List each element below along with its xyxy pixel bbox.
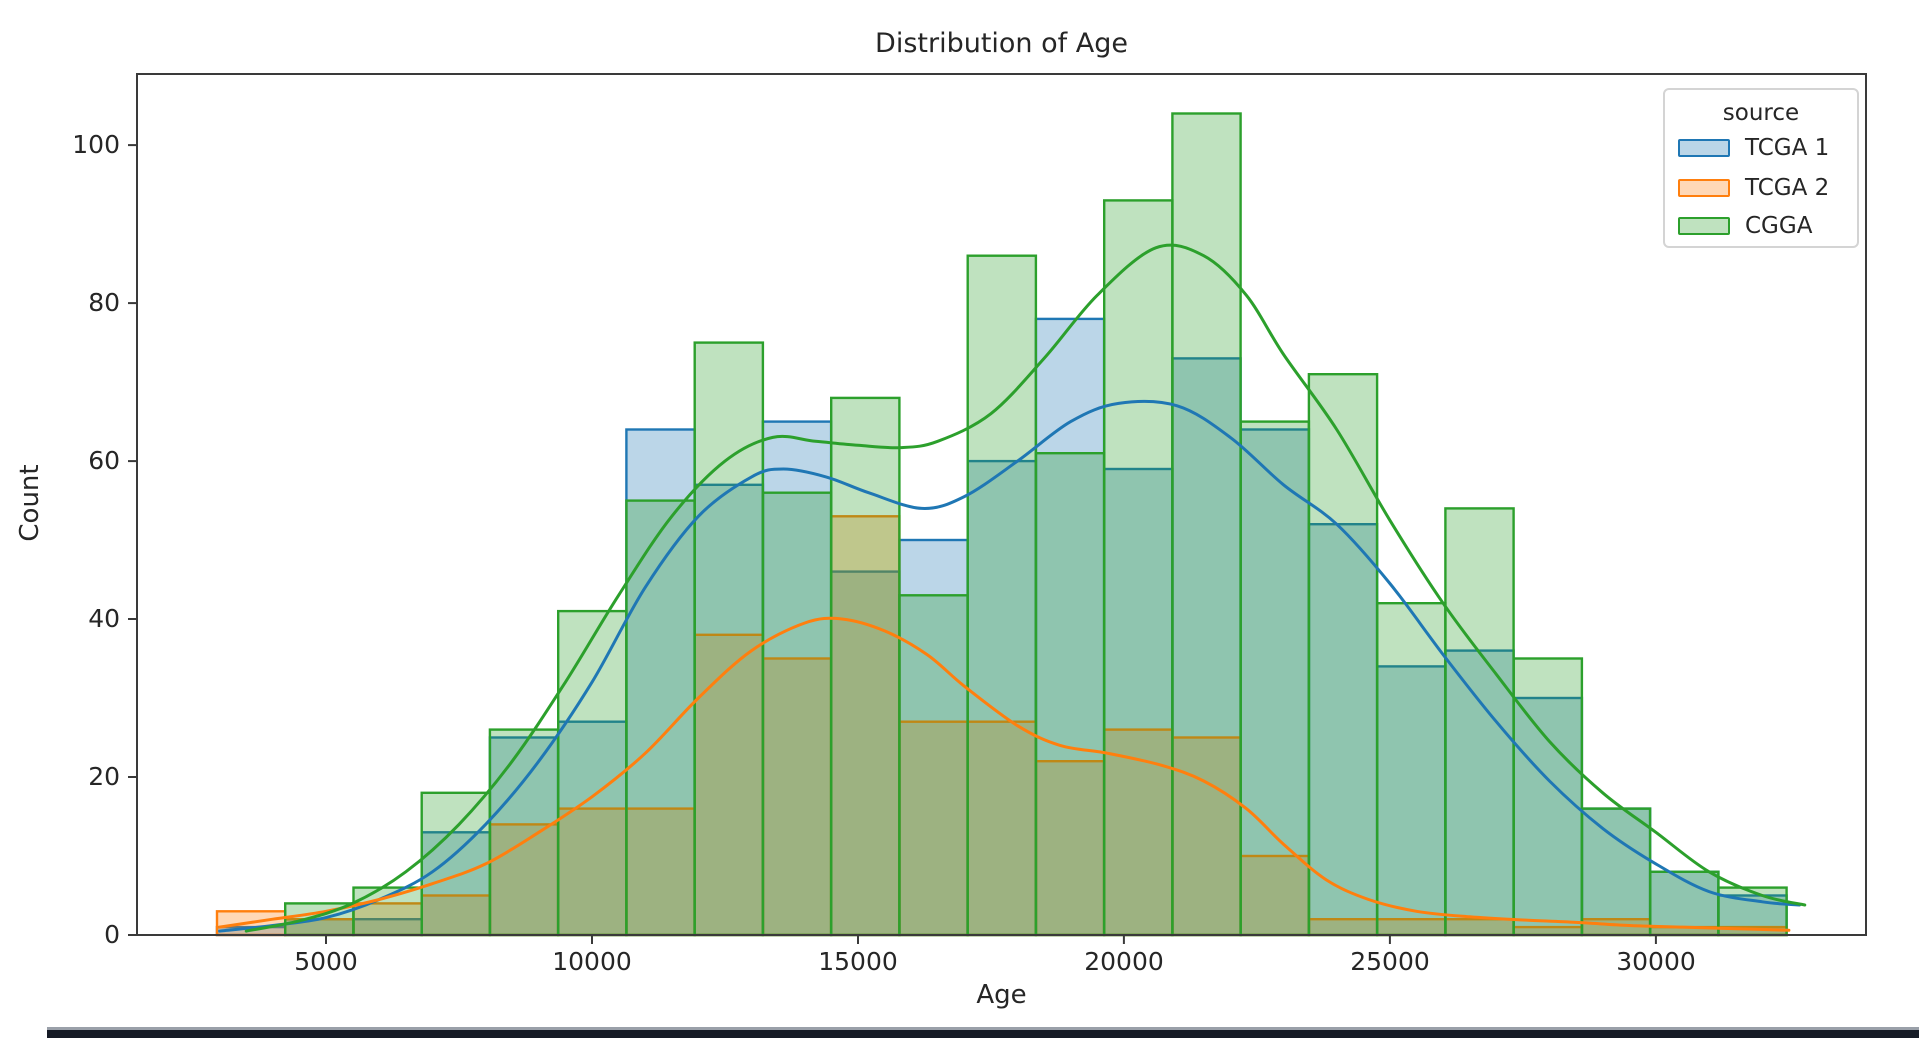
- x-tick-label: 20000: [1084, 947, 1164, 976]
- plot-border: [136, 73, 1867, 936]
- histogram-bar: [1102, 467, 1174, 937]
- histogram-bar: [557, 807, 628, 937]
- histogram-bars-cgga: [284, 112, 1788, 937]
- histogram-bars-tcga-1: [215, 317, 1788, 937]
- y-tick-label: 60: [88, 446, 120, 475]
- legend-swatch-tcga-2: [1678, 179, 1730, 197]
- legend-swatch-cgga: [1678, 217, 1730, 235]
- histogram-bar: [1034, 452, 1106, 937]
- histogram-bar: [488, 736, 560, 937]
- kde-curve-tcga-2: [218, 616, 1791, 932]
- histogram-bar: [693, 483, 765, 937]
- histogram-bar: [1512, 657, 1584, 937]
- x-tick-label: 25000: [1350, 947, 1430, 976]
- legend-label: TCGA 1: [1745, 135, 1830, 161]
- legend-swatch-tcga-1: [1678, 139, 1730, 157]
- histogram-bar: [1580, 807, 1652, 937]
- histogram-bar: [557, 609, 628, 937]
- histogram-bar: [1580, 807, 1652, 937]
- bottom-divider-bar: [47, 1027, 1919, 1038]
- chart-title: Distribution of Age: [875, 28, 1128, 59]
- histogram-bar: [693, 341, 765, 937]
- kde-curve-tcga-1: [218, 399, 1801, 933]
- legend-title: source: [1722, 100, 1800, 126]
- legend: source TCGA 1 TCGA 2 CGGA: [1663, 88, 1859, 248]
- histogram-bar: [1307, 373, 1379, 937]
- kde-curve-cgga: [244, 243, 1807, 933]
- y-tick-label: 40: [88, 604, 120, 633]
- histogram-bar: [1444, 507, 1515, 937]
- x-axis-label: Age: [976, 980, 1027, 1010]
- histogram-bar: [488, 728, 560, 937]
- legend-item-tcga-1: TCGA 1: [1678, 135, 1830, 161]
- histogram-bar: [1171, 112, 1242, 937]
- legend-label: CGGA: [1745, 213, 1813, 239]
- histogram-bar: [898, 594, 969, 937]
- histogram-bar: [1102, 199, 1174, 937]
- x-tick-label: 10000: [552, 947, 632, 976]
- y-tick-label: 100: [72, 130, 120, 159]
- histogram-bar: [625, 807, 696, 937]
- histogram-bar: [761, 491, 833, 937]
- histogram-bar: [1171, 736, 1242, 937]
- histogram-bar: [1375, 602, 1447, 937]
- histogram-bar: [761, 657, 833, 937]
- axes: [128, 73, 1867, 944]
- histogram-bar: [693, 633, 765, 937]
- y-tick-label: 0: [104, 920, 120, 949]
- legend-item-cgga: CGGA: [1678, 213, 1813, 239]
- histogram-bar: [1171, 357, 1242, 937]
- histogram-bar: [830, 396, 901, 937]
- y-tick-label: 20: [88, 762, 120, 791]
- y-tick-label: 80: [88, 288, 120, 317]
- x-tick-label: 5000: [294, 947, 358, 976]
- legend-label: TCGA 2: [1745, 175, 1830, 201]
- x-tick-label: 15000: [818, 947, 898, 976]
- histogram-bar: [557, 720, 628, 937]
- legend-item-tcga-2: TCGA 2: [1678, 175, 1830, 201]
- histogram-bar: [966, 254, 1038, 937]
- x-tick-label: 30000: [1616, 947, 1696, 976]
- histogram-bar: [420, 791, 492, 937]
